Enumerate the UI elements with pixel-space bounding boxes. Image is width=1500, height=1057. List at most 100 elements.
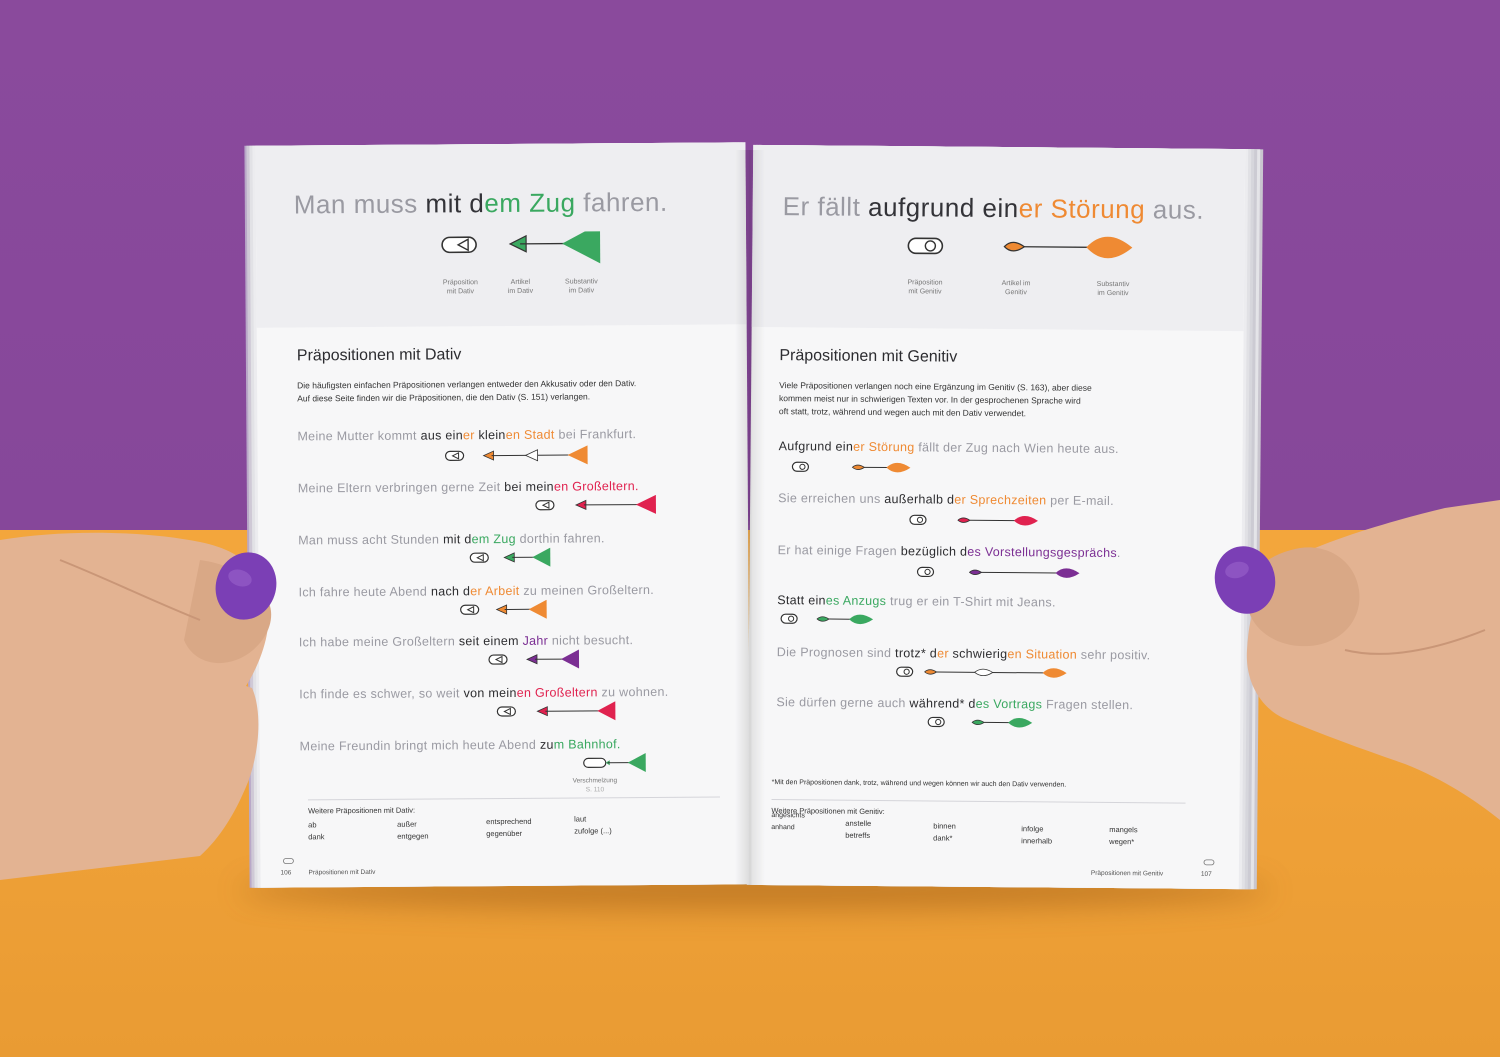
ex-noun: Großeltern.	[568, 479, 639, 494]
intro-line: Viele Präpositionen verlangen noch eine …	[779, 380, 1092, 393]
ex-noun: Anzugs	[839, 593, 887, 609]
ex-article: mein	[484, 685, 517, 701]
ex-pre: Die Prognosen sind	[776, 645, 896, 661]
example-sentence: Sie erreichen uns außerhalb der Sprechze…	[778, 491, 1114, 508]
ex-noun: Bahnhof.	[564, 737, 621, 752]
ex-noun: Störung	[864, 439, 915, 455]
preposition-pill-icon	[444, 450, 465, 461]
example-diagram	[780, 613, 874, 625]
ex-post: nicht besucht.	[548, 633, 634, 648]
ex-article: d	[460, 532, 472, 547]
section-title: Präpositionen mit Genitiv	[779, 347, 958, 366]
section-title: Präpositionen mit Dativ	[296, 346, 462, 365]
caption-line: Genitiv	[1005, 289, 1027, 297]
ex-noun: Vorstellungsgesprächs	[981, 544, 1118, 561]
example-sentence: Aufgrund einer Störung fällt der Zug nac…	[779, 439, 1119, 456]
ex-preposition: Statt	[777, 593, 805, 608]
intro-text: Viele Präpositionen verlangen noch eine …	[779, 379, 1209, 422]
right-hand-skin	[1246, 500, 1500, 820]
caption-line: Substantiv	[1096, 280, 1130, 289]
caption-line: Präposition	[442, 279, 478, 287]
hero-article-ending: em	[484, 187, 522, 219]
article-drop-icon	[816, 616, 830, 622]
skin-crease	[1344, 629, 1486, 655]
more-word: anstelle	[845, 818, 872, 828]
more-word: entsprechend	[486, 816, 532, 827]
ex-post: sehr positiv.	[1076, 647, 1151, 663]
pill-circle	[799, 463, 806, 470]
example-sentence: Statt eines Anzugs trug er ein T-Shirt m…	[777, 593, 1056, 609]
noun-drop-icon	[1042, 668, 1067, 678]
example-diagram	[927, 716, 1033, 728]
caption-article: Artikel im Dativ	[485, 278, 555, 296]
fusion-caption: Verschmelzung S. 110	[560, 776, 630, 794]
noun-triangle-icon	[532, 547, 551, 567]
example-diagram	[791, 461, 911, 473]
hero-noun: Zug	[529, 187, 576, 218]
more-word: ab	[308, 820, 317, 830]
ex-pre: Er hat einige Fragen	[777, 543, 901, 559]
hero-diagram	[441, 231, 601, 264]
caption-preposition: Präposition mit Genitiv	[890, 278, 960, 297]
nail-highlight	[228, 569, 252, 587]
hero-diagram	[907, 236, 1133, 259]
hero-article-stem: d	[461, 188, 485, 219]
ex-noun: Situation	[1021, 647, 1078, 662]
ex-preposition: zu	[539, 737, 554, 752]
more-word: entgegen	[397, 831, 429, 841]
example-sentence: Ich habe meine Großeltern seit einem Jah…	[299, 633, 633, 649]
preposition-pill-icon	[791, 461, 810, 472]
ex-ending: en	[516, 685, 532, 700]
pill-triangle	[456, 238, 469, 252]
ex-preposition: bezüglich	[900, 544, 957, 559]
ex-preposition: mit	[442, 532, 461, 547]
ex-pre: Ich habe meine Großeltern	[298, 634, 459, 650]
ex-pre: Man muss acht Stunden	[298, 532, 444, 548]
caption-line: im Genitiv	[1097, 289, 1129, 298]
article-drop-icon	[968, 569, 983, 575]
intro-line: oft statt, trotz, während und wegen auch…	[778, 406, 1027, 419]
ex-post: zu wohnen.	[597, 684, 669, 700]
ex-preposition: nach	[430, 584, 460, 599]
example-diagram	[583, 753, 646, 773]
ex-ending: es	[967, 544, 982, 559]
more-word: gegenüber	[486, 828, 523, 839]
example-sentence: Er hat einige Fragen bezüglich des Vorst…	[778, 543, 1121, 560]
ex-noun: Großeltern	[531, 685, 598, 700]
caption-noun: Substantiv im Genitiv	[1078, 280, 1148, 299]
preposition-pill-icon	[909, 514, 927, 525]
more-word: dank	[308, 832, 325, 842]
fusion-pill-icon	[583, 757, 607, 769]
hero-sentence: Man muss mit dem Zug fahren.	[294, 187, 668, 221]
article-drop-icon	[924, 669, 938, 675]
example-sentence: Man muss acht Stunden mit dem Zug dorthi…	[298, 531, 605, 547]
example-sentence: Ich finde es schwer, so weit von meinen …	[299, 685, 668, 702]
ex-post: bei Frankfurt.	[554, 427, 637, 442]
noun-triangle-icon	[597, 701, 616, 721]
ex-ending: er	[937, 646, 949, 661]
running-head: Präpositionen mit Dativ	[308, 868, 376, 877]
ex-pre: Ich finde es schwer, so weit	[299, 686, 464, 702]
ex-article: ein	[804, 593, 826, 608]
ex-preposition: Aufgrund	[778, 439, 832, 454]
ex-ending: es	[825, 593, 840, 608]
preposition-pill-icon	[896, 666, 914, 677]
ex-article: d	[964, 696, 976, 711]
ex-preposition: während*	[909, 696, 965, 711]
article-drop-icon	[1003, 241, 1026, 252]
hero-noun: Störung	[1050, 193, 1146, 225]
more-word: zufolge (...)	[574, 826, 612, 836]
preposition-pill-icon	[927, 716, 945, 728]
page-number: 107	[1200, 870, 1212, 878]
ex-article: d	[926, 646, 938, 661]
ex-preposition: bei	[504, 479, 522, 494]
ex-post: .	[1116, 546, 1121, 561]
example-sentence: Sie dürfen gerne auch während* des Vortr…	[776, 695, 1133, 712]
noun-drop-icon	[1055, 568, 1080, 578]
ex-ending: er	[462, 428, 475, 443]
ex-ending: er	[954, 492, 967, 507]
example-diagram	[444, 445, 588, 465]
pill-triangle	[503, 707, 511, 716]
article-drop-icon	[971, 719, 985, 725]
more-word: infolge	[1021, 824, 1044, 834]
